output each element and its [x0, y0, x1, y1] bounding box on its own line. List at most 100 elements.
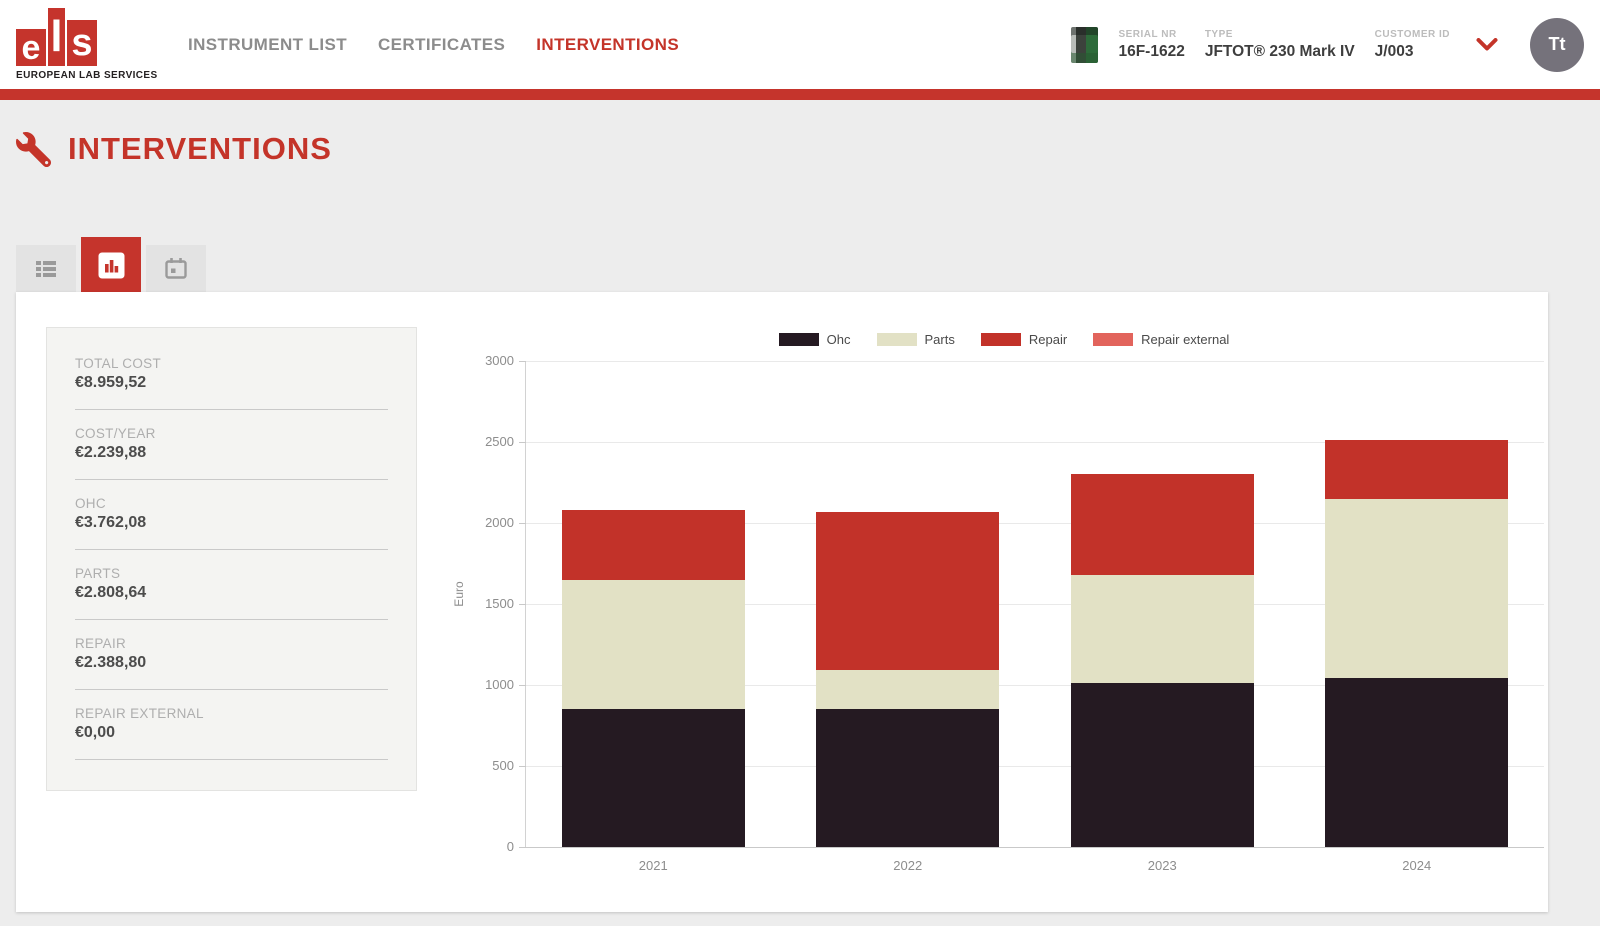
y-tick-mark [519, 604, 526, 605]
legend-item-parts[interactable]: Parts [876, 332, 955, 347]
stat-value: €0,00 [75, 724, 116, 741]
serial-label: SERIAL NR [1118, 28, 1177, 40]
y-tick-label: 500 [492, 758, 514, 773]
content-card: TOTAL COST €8.959,52 COST/YEAR €2.239,88… [16, 292, 1548, 912]
bar-2023-parts[interactable] [1070, 574, 1254, 684]
y-tick-label: 1000 [485, 677, 514, 692]
x-tick-label: 2021 [638, 858, 668, 873]
instrument-selector[interactable]: SERIAL NR 16F-1622 TYPE JFTOT® 230 Mark … [1071, 26, 1498, 63]
legend-swatch [980, 333, 1021, 346]
bar-2022-ohc[interactable] [816, 708, 1000, 847]
avatar[interactable]: Tt [1530, 17, 1584, 72]
legend-label: Parts [924, 332, 955, 347]
legend-swatch [778, 333, 819, 346]
legend-item-repair[interactable]: Repair [980, 332, 1068, 347]
customer-id-block: CUSTOMER ID J/003 [1375, 29, 1450, 61]
nav-item-certificates[interactable]: CERTIFICATES [378, 34, 506, 54]
type-block: TYPE JFTOT® 230 Mark IV [1205, 29, 1355, 61]
gridline [526, 361, 1544, 362]
y-axis-title: Euro [452, 581, 466, 607]
y-tick-label: 2000 [485, 515, 514, 530]
tab-list-view[interactable] [16, 245, 76, 293]
y-tick-mark [519, 442, 526, 443]
logo[interactable]: e l s EUROPEAN LAB SERVICES [16, 8, 158, 81]
wrench-icon [16, 131, 51, 167]
bar-2023-ohc[interactable] [1070, 683, 1254, 847]
x-tick-label: 2023 [1147, 858, 1177, 873]
legend-swatch [1093, 333, 1134, 346]
instrument-thumbnail [1071, 26, 1099, 63]
legend-item-ohc[interactable]: Ohc [778, 332, 851, 347]
y-tick-label: 2500 [485, 434, 514, 449]
bar-2024-repair[interactable] [1325, 440, 1509, 499]
stat-label: OHC [75, 496, 106, 511]
chevron-down-icon[interactable] [1476, 38, 1498, 51]
bar-2022-parts[interactable] [816, 670, 1000, 709]
stat-ohc: OHC €3.762,08 [75, 496, 388, 550]
serial-block: SERIAL NR 16F-1622 [1118, 29, 1184, 61]
y-tick-mark [519, 847, 526, 848]
bar-2024-parts[interactable] [1325, 498, 1509, 679]
tab-chart-view[interactable] [81, 237, 141, 293]
gridline [526, 604, 1544, 605]
gridline [526, 442, 1544, 443]
chart-legend: Ohc Parts Repair Repair external [495, 332, 1513, 347]
tab-calendar-view[interactable] [146, 245, 206, 293]
cost-summary-panel: TOTAL COST €8.959,52 COST/YEAR €2.239,88… [46, 327, 417, 791]
stat-cost-per-year: COST/YEAR €2.239,88 [75, 426, 388, 480]
bar-2021-ohc[interactable] [561, 708, 745, 847]
stat-parts: PARTS €2.808,64 [75, 566, 388, 620]
legend-label: Repair external [1141, 332, 1230, 347]
y-tick-label: 3000 [485, 353, 514, 368]
stat-label: REPAIR [75, 636, 127, 651]
list-icon [33, 256, 59, 282]
view-tabs [16, 237, 206, 293]
y-tick-mark [519, 523, 526, 524]
gridline [526, 766, 1544, 767]
logo-tile-s: s [67, 20, 97, 66]
legend-item-repair-external[interactable]: Repair external [1093, 332, 1229, 347]
header-accent-bar [0, 89, 1600, 100]
y-tick-label: 1500 [485, 596, 514, 611]
stat-value: €2.388,80 [75, 654, 147, 671]
chart-plot: 0 500 1000 1500 2000 2500 3000 2021 2022 2023 2024 [485, 353, 1544, 873]
legend-swatch [876, 333, 917, 346]
y-tick-mark [519, 766, 526, 767]
nav-item-interventions[interactable]: INTERVENTIONS [536, 34, 680, 54]
logo-tile-e: e [16, 29, 46, 66]
calendar-icon [163, 256, 189, 282]
header-right: SERIAL NR 16F-1622 TYPE JFTOT® 230 Mark … [1071, 0, 1584, 89]
legend-label: Repair [1028, 332, 1068, 347]
customer-id-value: J/003 [1374, 42, 1414, 60]
bar-2023-repair[interactable] [1070, 474, 1254, 575]
y-tick-mark [519, 361, 526, 362]
customer-id-label: CUSTOMER ID [1374, 28, 1450, 40]
stat-value: €2.239,88 [75, 444, 147, 461]
logo-subtitle: EUROPEAN LAB SERVICES [16, 70, 158, 81]
stat-label: PARTS [75, 566, 121, 581]
serial-value: 16F-1622 [1118, 42, 1185, 60]
y-tick-label: 0 [506, 839, 514, 854]
stat-repair-external: REPAIR EXTERNAL €0,00 [75, 706, 388, 760]
y-tick-mark [519, 685, 526, 686]
logo-tile-l: l [48, 8, 65, 66]
stat-label: TOTAL COST [75, 356, 162, 371]
stat-value: €2.808,64 [75, 584, 147, 601]
bar-2024-ohc[interactable] [1325, 678, 1509, 847]
stat-value: €8.959,52 [75, 374, 147, 391]
nav-item-instrument-list[interactable]: INSTRUMENT LIST [188, 34, 347, 54]
bar-2022-repair[interactable] [816, 511, 1000, 671]
logo-tiles: e l s [16, 8, 158, 66]
legend-label: Ohc [826, 332, 851, 347]
gridline [526, 523, 1544, 524]
type-value: JFTOT® 230 Mark IV [1204, 42, 1355, 60]
bar-2021-repair[interactable] [561, 510, 745, 580]
header: e l s EUROPEAN LAB SERVICES INSTRUMENT L… [0, 0, 1600, 89]
bar-2021-parts[interactable] [561, 579, 745, 709]
gridline [526, 685, 1544, 686]
x-tick-label: 2024 [1402, 858, 1432, 873]
stat-label: REPAIR EXTERNAL [75, 706, 204, 721]
bar-chart-icon [98, 252, 125, 279]
page-title: INTERVENTIONS [68, 131, 332, 166]
